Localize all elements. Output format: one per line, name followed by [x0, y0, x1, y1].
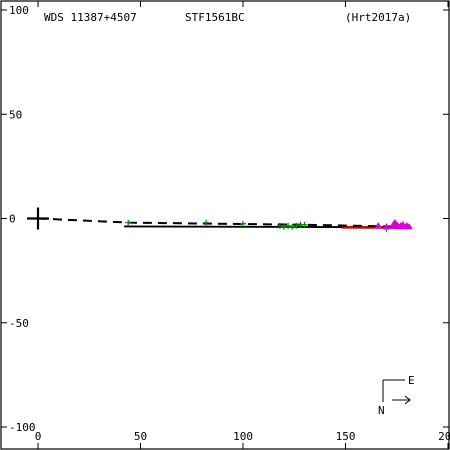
reference-label: (Hrt2017a): [345, 11, 411, 24]
magenta-observation-point: [382, 223, 391, 230]
y-tick-label: -50: [9, 317, 29, 330]
y-tick-label: 50: [9, 108, 22, 121]
green-observation-point: [289, 223, 296, 230]
green-observation-point: [285, 222, 292, 229]
compass-east-label: E: [408, 374, 415, 387]
green-observation-point: [125, 219, 132, 226]
wds-id-label: WDS 11387+4507: [44, 11, 137, 24]
green-observation-point: [281, 223, 287, 230]
compass: E N: [378, 374, 415, 417]
y-tick-label: 0: [9, 213, 16, 226]
compass-arrow-head: [404, 395, 411, 405]
magenta-observation-point: [405, 223, 413, 230]
orbit-dashed-line: [37, 217, 408, 228]
x-tick-label: 50: [134, 430, 147, 443]
green-observation-point: [203, 219, 210, 226]
compass-north-label: N: [378, 404, 385, 417]
green-observation-point: [301, 221, 308, 228]
magenta-observation-point: [374, 222, 383, 229]
series: [27, 207, 413, 232]
x-tick-label: 100: [233, 430, 253, 443]
green-observation-point: [276, 222, 283, 229]
primary-star-marker: [27, 207, 49, 230]
x-tick-label: 200: [438, 430, 450, 443]
discoverer-label: STF1561BC: [185, 11, 245, 24]
y-tick-label: 100: [9, 4, 29, 17]
x-tick-label: 150: [336, 430, 356, 443]
x-tick-label: 0: [35, 430, 42, 443]
green-observation-point: [240, 220, 246, 227]
y-tick-label: -100: [9, 421, 36, 434]
green-observation-point: [293, 222, 300, 229]
